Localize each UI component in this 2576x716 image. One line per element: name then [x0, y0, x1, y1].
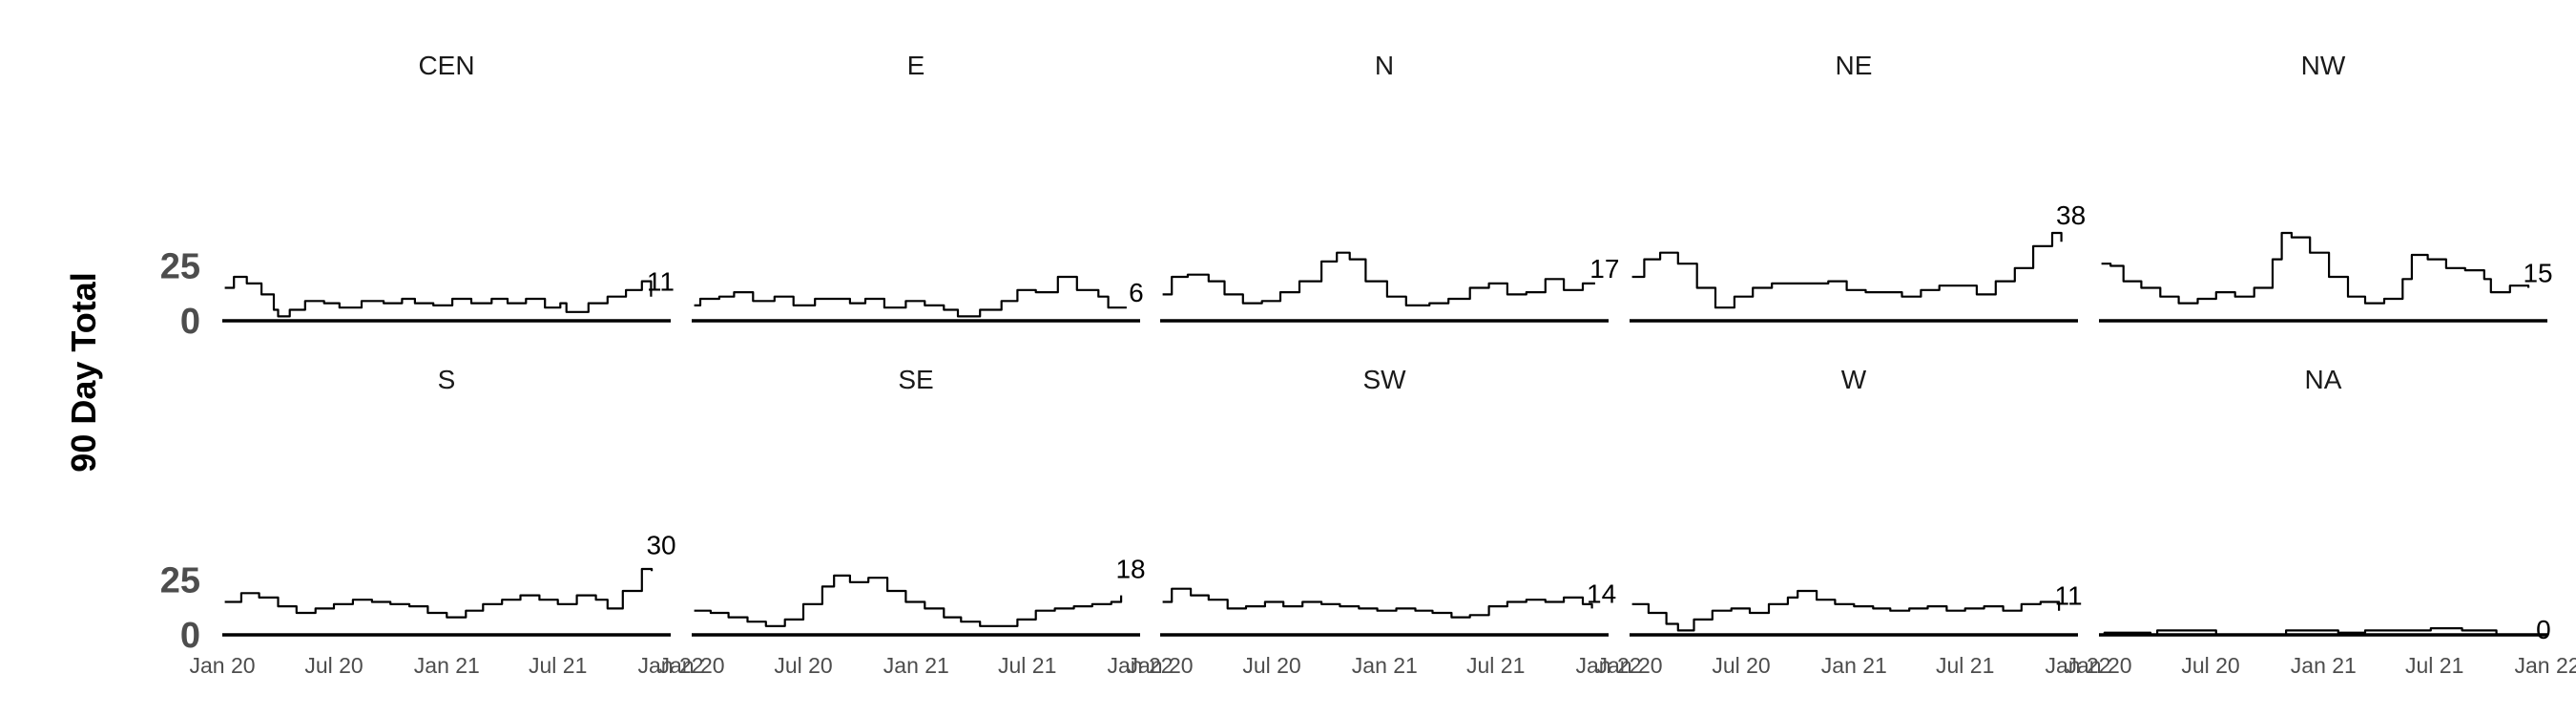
x-tick-label: Jan 20 — [2066, 653, 2131, 678]
panel-title: N — [1375, 51, 1394, 80]
panel-title: SE — [898, 365, 933, 394]
panel-e: E6 — [692, 51, 1144, 323]
x-tick-label: Jan 22 — [1575, 653, 1641, 678]
x-tick-label: Jan 21 — [2291, 653, 2357, 678]
x-tick-label: Jul 20 — [1712, 653, 1770, 678]
end-value-label: 15 — [2523, 259, 2552, 288]
y-tick-label: 0 — [180, 302, 200, 342]
x-tick-label: Jan 21 — [883, 653, 949, 678]
series-line-s — [224, 567, 654, 619]
x-tick-label: Jul 21 — [1936, 653, 1994, 678]
end-value-label: 38 — [2056, 200, 2086, 230]
x-tick-label: Jul 21 — [2405, 653, 2463, 678]
panel-cen: CEN 11 0 25 — [160, 51, 675, 342]
end-value-label: 17 — [1589, 254, 1619, 284]
panel-na: NA 0 Jan 20 Jul 20 Jan 21 Jul 21 Jan 22 — [2066, 365, 2576, 678]
series-line-na — [2101, 627, 2534, 637]
y-tick-label: 0 — [180, 616, 200, 656]
series-line-e — [694, 275, 1127, 318]
panel-n: N 17 — [1160, 51, 1619, 323]
x-tick-label: Jul 20 — [2181, 653, 2239, 678]
series-line-ne — [1631, 231, 2063, 309]
panel-se: SE 18 Jan 20 Jul 20 Jan 21 Jul 21 Jan 22 — [658, 365, 1173, 678]
y-tick-label: 25 — [160, 247, 200, 287]
x-tick-label: Jan 22 — [2514, 653, 2576, 678]
panel-title: CEN — [418, 51, 474, 80]
x-tick-label: Jan 20 — [1596, 653, 1662, 678]
x-tick-label: Jan 22 — [2045, 653, 2110, 678]
panel-title: NE — [1836, 51, 1873, 80]
end-value-label: 0 — [2536, 615, 2551, 644]
x-tick-label: Jan 22 — [637, 653, 703, 678]
panel-title: SW — [1362, 365, 1406, 394]
panel-sw: SW 14 Jan 20 Jul 20 Jan 21 Jul 21 Jan 22 — [1127, 365, 1641, 678]
x-tick-label: Jul 21 — [998, 653, 1056, 678]
x-tick-label: Jul 20 — [1242, 653, 1300, 678]
x-tick-label: Jan 22 — [1107, 653, 1173, 678]
y-tick-label: 25 — [160, 561, 200, 601]
series-line-w — [1631, 589, 2061, 632]
end-value-label: 11 — [647, 267, 675, 297]
x-tick-label: Jul 21 — [529, 653, 587, 678]
x-tick-label: Jul 20 — [774, 653, 832, 678]
end-value-label: 18 — [1115, 555, 1145, 584]
y-axis-label: 90 Day Total — [64, 272, 103, 472]
end-value-label: 6 — [1129, 278, 1144, 307]
x-tick-label: Jan 21 — [414, 653, 480, 678]
panel-title: W — [1841, 365, 1867, 394]
x-tick-label: Jan 20 — [1127, 653, 1193, 678]
series-line-cen — [224, 275, 653, 318]
x-tick-label: Jul 20 — [304, 653, 363, 678]
end-value-label: 14 — [1587, 579, 1616, 608]
panel-title: S — [438, 365, 456, 394]
panel-ne: NE 38 — [1630, 51, 2086, 323]
x-tick-label: Jan 20 — [189, 653, 255, 678]
x-tick-label: Jan 20 — [658, 653, 724, 678]
panel-nw: NW 15 — [2099, 51, 2553, 323]
end-value-label: 30 — [646, 530, 675, 559]
end-value-label: 11 — [2055, 581, 2083, 611]
x-tick-label: Jan 21 — [1352, 653, 1418, 678]
series-line-n — [1162, 251, 1595, 306]
panel-title: E — [907, 51, 925, 80]
x-tick-label: Jan 21 — [1821, 653, 1887, 678]
series-line-nw — [2101, 231, 2530, 305]
series-line-se — [694, 574, 1123, 627]
panel-s: S 30 0 25 Jan 20 Jul 20 Jan 21 Jul 21 Jan 22 — [160, 365, 704, 678]
panel-w: W 11 Jan 20 Jul 20 Jan 21 Jul 21 Jan 22 — [1596, 365, 2110, 678]
panel-title: NA — [2305, 365, 2342, 394]
series-line-sw — [1162, 587, 1593, 619]
panel-title: NW — [2301, 51, 2346, 80]
x-tick-label: Jul 21 — [1466, 653, 1525, 678]
